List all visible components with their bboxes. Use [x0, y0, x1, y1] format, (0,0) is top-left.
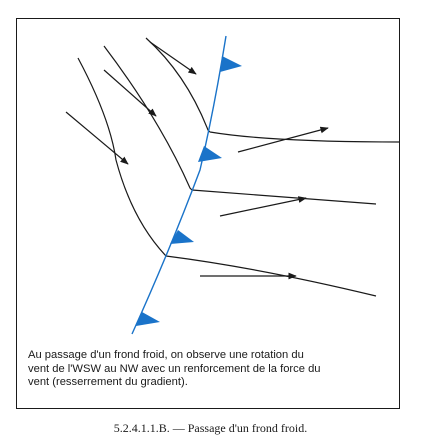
front-triangle-1 — [220, 56, 242, 72]
figure-title: 5.2.4.1.1.B. — Passage d'un frond froid. — [113, 421, 308, 435]
wind-arrow-nw-2 — [103, 69, 157, 117]
caption-line: Au passage d'un frond froid, on observe … — [28, 349, 304, 361]
front-triangle-4 — [136, 312, 160, 326]
front-triangle-2 — [198, 146, 222, 162]
front-triangle-3 — [170, 230, 194, 244]
cold-front-line — [131, 35, 227, 335]
caption-line: vent de l'WSW au NW avec un renforcement… — [28, 362, 321, 375]
wind-arrow-wsw-1 — [237, 126, 329, 153]
figure-frame — [16, 18, 400, 409]
caption-line: vent (resserrement du gradient). — [28, 376, 188, 389]
wind-arrow-nw-3 — [65, 111, 129, 165]
isobar-3 — [77, 57, 377, 297]
isobar-1 — [145, 37, 401, 143]
diagram-caption: Au passage d'un frond froid, on observe … — [28, 349, 388, 390]
wind-arrow-nw-1 — [149, 41, 197, 75]
wind-arrow-wsw-2 — [219, 196, 307, 217]
isobar-2 — [103, 45, 377, 205]
